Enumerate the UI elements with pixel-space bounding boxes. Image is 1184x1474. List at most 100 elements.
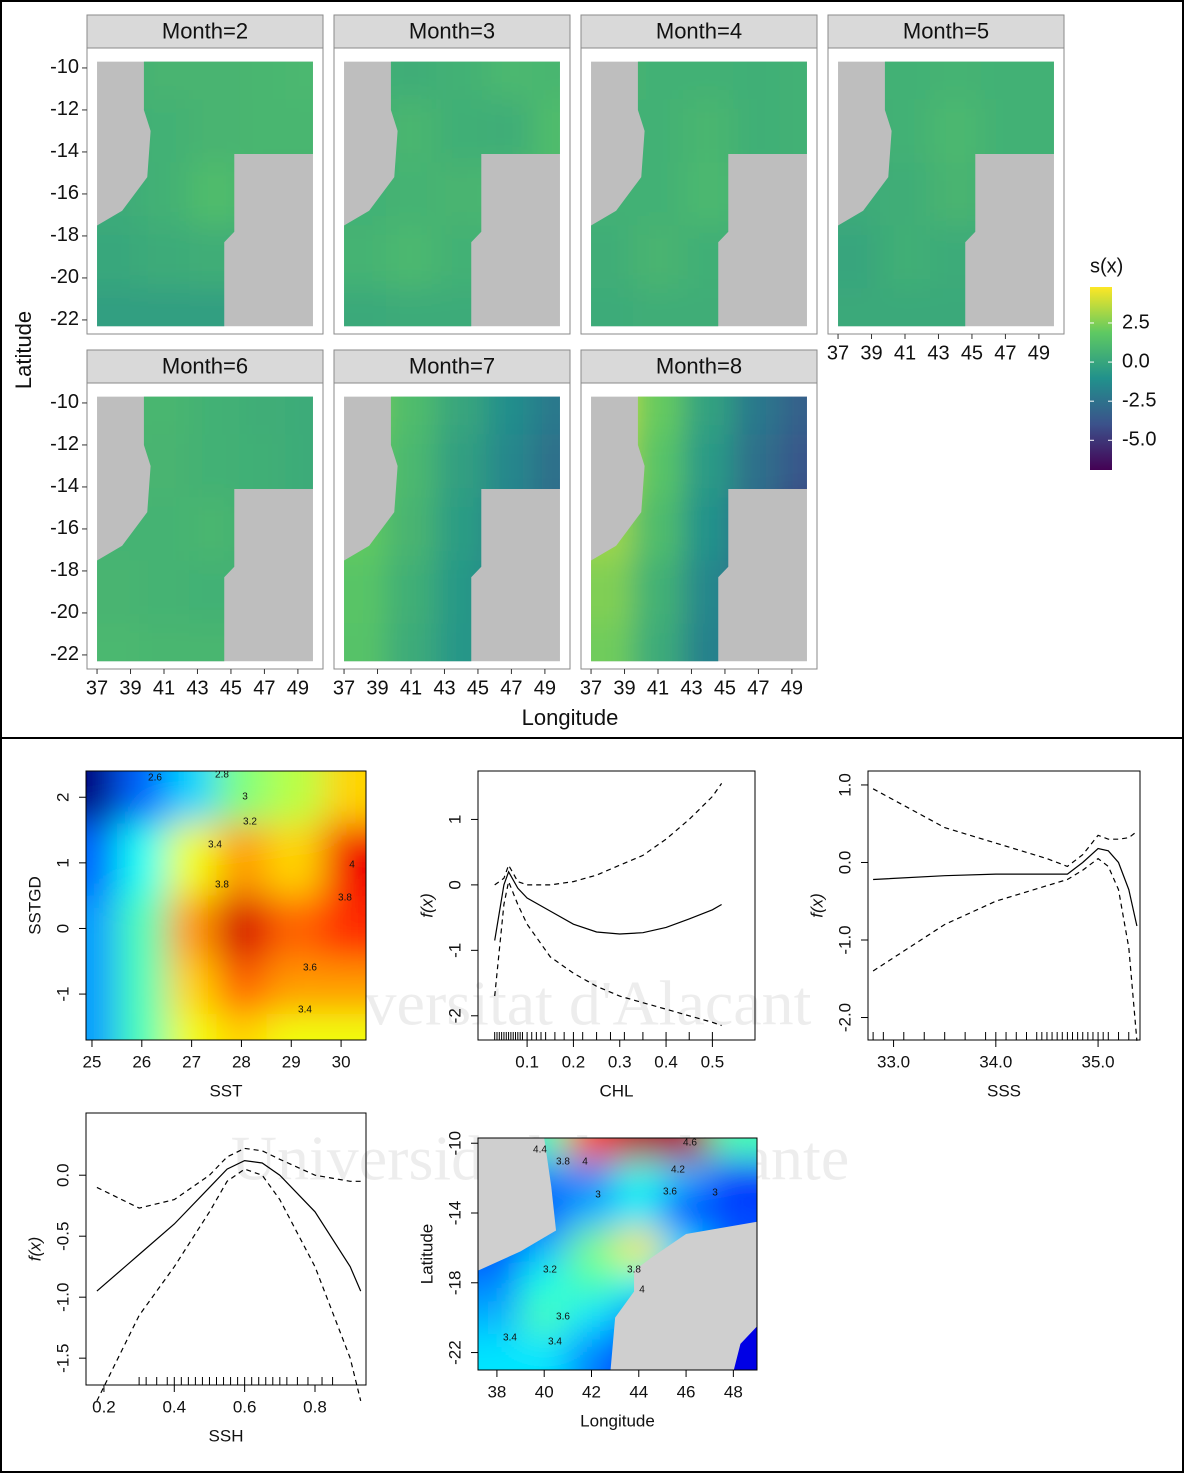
x-tick-label: 49 <box>534 677 556 699</box>
x-tick-label: 43 <box>186 677 208 699</box>
heatmap-cell <box>285 396 313 436</box>
heatmap-cell <box>344 288 387 327</box>
confidence-band <box>494 783 723 886</box>
x-tick-label: 0.2 <box>562 1052 586 1071</box>
x-tick-label: 40 <box>535 1382 554 1401</box>
y-tick-label: -1 <box>445 943 464 958</box>
plot-frame <box>85 1112 367 1386</box>
heatmap-cell <box>1026 99 1054 164</box>
x-tick-label: 37 <box>580 677 602 699</box>
heatmap-cell <box>189 162 241 227</box>
y-tick-label: -20 <box>50 266 79 288</box>
heatmap-cell <box>385 288 438 327</box>
confidence-band <box>872 788 1138 868</box>
x-tick-label: 49 <box>287 677 309 699</box>
heatmap-cell <box>879 61 932 101</box>
contour-label: 4 <box>582 1157 588 1168</box>
contour-label: 3.6 <box>556 1312 570 1323</box>
heatmap-cell <box>733 61 781 101</box>
heatmap-cell <box>520 1300 569 1337</box>
heatmap-cell <box>86 895 118 963</box>
plot-frame <box>85 770 367 1041</box>
facet-title: Month=4 <box>656 18 742 43</box>
heatmap-cell <box>86 823 118 897</box>
x-tick-label: 42 <box>582 1382 601 1401</box>
heatmap-cell <box>733 396 781 436</box>
x-tick-label: 45 <box>467 677 489 699</box>
y-tick-label: 0 <box>53 924 72 933</box>
heatmap-cell <box>216 823 268 897</box>
land <box>610 1221 757 1370</box>
heatmap-cell <box>879 288 932 327</box>
heatmap-cell <box>478 1300 522 1337</box>
contour-label: 3.4 <box>208 840 222 851</box>
facet-strip <box>580 14 818 49</box>
plot-frame <box>477 770 756 1041</box>
y-tick-label: -22 <box>50 308 79 330</box>
x-tick-label: 48 <box>724 1382 743 1401</box>
x-tick-label: 0.3 <box>608 1052 632 1071</box>
heatmap-cell <box>239 396 287 436</box>
smooth-line <box>96 1159 362 1292</box>
heatmap-cell <box>709 1160 757 1197</box>
heatmap-cell <box>532 61 560 101</box>
heatmap-cell <box>567 1160 617 1197</box>
x-axis-title: SSH <box>209 1426 244 1445</box>
heatmap-cell <box>436 61 488 101</box>
x-tick-label: 33.0 <box>877 1052 910 1071</box>
contour-label: 3.8 <box>556 1157 570 1168</box>
y-tick-label: -22 <box>50 643 79 665</box>
heatmap-cells <box>344 61 560 327</box>
heatmap-cell <box>683 61 735 101</box>
heatmap-cell <box>838 225 881 290</box>
heatmap-cell <box>216 1013 268 1040</box>
heatmap-cell <box>116 1013 168 1040</box>
heatmap-cell <box>632 288 685 327</box>
heatmap-cell <box>166 823 218 897</box>
heatmap-cell <box>385 61 438 101</box>
x-tick-label: 0.4 <box>654 1052 678 1071</box>
heatmap-cell <box>323 895 366 963</box>
facet-strip <box>333 14 571 49</box>
heatmap-cell <box>285 434 313 499</box>
heatmap-cell <box>591 225 634 290</box>
x-tick-label: 41 <box>647 677 669 699</box>
heatmap-cell <box>97 288 140 327</box>
heatmap-cell <box>216 771 268 825</box>
heatmap-cell <box>779 434 807 499</box>
y-tick-label: -1.0 <box>53 1283 72 1312</box>
y-tick-label: -2 <box>445 1008 464 1023</box>
heatmap-cell <box>385 396 438 436</box>
heatmap-cell <box>683 99 735 164</box>
heatmap-cell <box>138 560 191 625</box>
heatmap-cell <box>733 434 781 499</box>
heatmap-cell <box>97 623 140 662</box>
heatmap-cell <box>486 99 534 164</box>
heatmap-cell <box>266 823 325 897</box>
heatmap-cell <box>323 1013 366 1040</box>
heatmap-cell <box>436 99 488 164</box>
heatmap-cell <box>709 1138 757 1162</box>
y-tick-label: -16 <box>50 517 79 539</box>
heatmap-cell <box>733 99 781 164</box>
x-tick-label: 47 <box>253 677 275 699</box>
x-tick-label: 49 <box>1028 342 1050 364</box>
x-tick-label: 49 <box>781 677 803 699</box>
x-tick-label: 25 <box>83 1052 102 1071</box>
heatmap-cell <box>520 1265 569 1302</box>
heatmap-cell <box>216 895 268 963</box>
confidence-band <box>872 857 1138 1041</box>
heatmap-cell <box>615 1195 664 1232</box>
heatmap-cell <box>189 61 241 101</box>
heatmap-cell <box>930 99 982 164</box>
y-tick-label: -14 <box>445 1201 464 1226</box>
x-tick-label: 30 <box>332 1052 351 1071</box>
heatmap-cell <box>779 61 807 101</box>
heatmap-cell <box>1026 61 1054 101</box>
heatmap-cell <box>138 623 191 662</box>
heatmap-cell <box>385 560 438 625</box>
heatmap-cell <box>189 434 241 499</box>
y-tick-label: -2.0 <box>835 1003 854 1032</box>
heatmap-cell <box>567 1265 617 1302</box>
